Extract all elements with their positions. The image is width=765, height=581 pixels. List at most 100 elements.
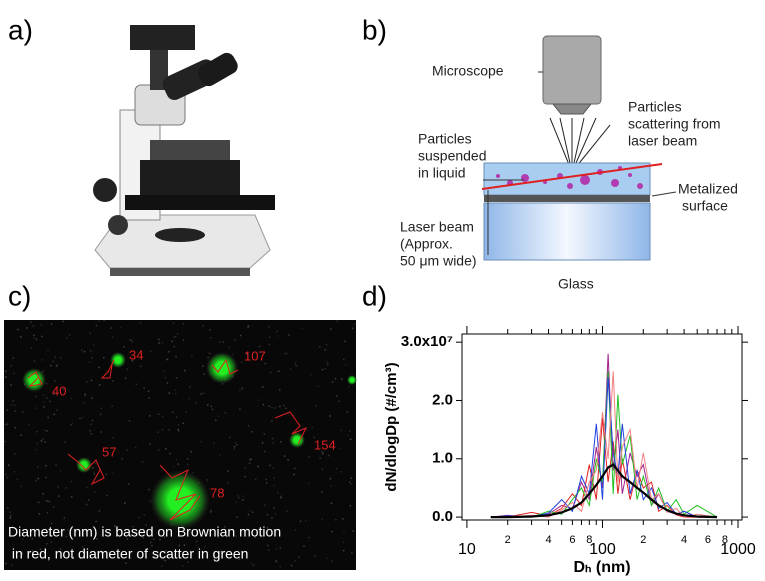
speck [10, 384, 12, 386]
speck [329, 478, 332, 480]
speck [344, 340, 346, 343]
speck [228, 346, 231, 349]
speck [295, 365, 298, 367]
speck [138, 516, 140, 519]
speck [43, 401, 45, 403]
speck [224, 411, 227, 414]
speck [285, 352, 288, 355]
speck [342, 549, 345, 552]
speck [139, 321, 142, 324]
speck [4, 423, 7, 426]
speck [92, 344, 95, 347]
speck [112, 472, 114, 475]
speck [187, 463, 189, 466]
speck [37, 477, 40, 480]
speck [247, 513, 250, 516]
speck [165, 534, 167, 537]
speck [345, 364, 347, 366]
speck [202, 325, 204, 327]
speck [349, 505, 352, 507]
x-tick-label: 100 [589, 541, 616, 558]
speck [46, 430, 48, 432]
speck [174, 335, 177, 338]
speck [257, 399, 260, 401]
speck [20, 336, 22, 338]
speck [55, 464, 57, 466]
speck [287, 459, 289, 461]
speck [271, 420, 273, 422]
speck [101, 552, 103, 554]
speck [276, 330, 278, 333]
speck [247, 424, 250, 427]
speck [67, 529, 69, 531]
speck [142, 536, 145, 539]
speck [185, 411, 187, 413]
speck [45, 464, 47, 467]
speck [326, 361, 328, 364]
speck [95, 538, 98, 540]
speck [273, 477, 276, 480]
speck [314, 405, 317, 407]
speck [91, 419, 94, 422]
speck [223, 526, 226, 528]
speck [319, 457, 321, 459]
speck [153, 556, 155, 558]
speck [175, 392, 177, 395]
x-tick-label: 2 [505, 534, 511, 546]
speck [335, 519, 337, 521]
speck [99, 413, 102, 416]
speck [200, 393, 203, 395]
speck [247, 325, 250, 327]
speck [57, 534, 60, 537]
speck [168, 452, 171, 455]
speck [234, 338, 236, 341]
speck [40, 440, 43, 442]
speck [148, 397, 150, 399]
speck [124, 377, 127, 379]
speck [83, 350, 86, 353]
speck [239, 408, 241, 411]
diagram-label: laser beam [628, 133, 697, 149]
speck [91, 397, 93, 399]
speck [183, 544, 186, 546]
speck [63, 517, 66, 519]
speck [168, 392, 171, 394]
speck [233, 445, 236, 448]
speck [150, 350, 152, 353]
speck [293, 467, 296, 470]
speck [91, 356, 93, 359]
speck [100, 407, 103, 409]
speck [14, 410, 16, 412]
speck [125, 562, 127, 564]
speck [271, 407, 273, 409]
microscope-photo [93, 25, 275, 276]
speck [14, 404, 16, 406]
speck [35, 479, 37, 482]
speck [141, 461, 144, 463]
speck [235, 501, 237, 503]
speck [182, 565, 184, 567]
speck [271, 437, 274, 440]
speck [34, 395, 37, 398]
speck [6, 423, 9, 425]
speck [35, 407, 37, 409]
speck [5, 376, 7, 378]
speck [42, 438, 44, 441]
speck [210, 510, 212, 512]
speck [86, 504, 89, 506]
speck [89, 429, 91, 432]
speck [37, 501, 39, 504]
x-tick-label: 8 [586, 534, 592, 546]
diagram [481, 35, 677, 261]
speck [236, 516, 238, 518]
speck [173, 465, 175, 468]
speck [11, 564, 13, 566]
speck [33, 334, 35, 337]
x-tick-label: 4 [545, 534, 551, 546]
speck [348, 385, 350, 388]
speck [70, 397, 72, 400]
speck [48, 500, 51, 503]
speck [151, 544, 153, 547]
speck [350, 477, 352, 480]
